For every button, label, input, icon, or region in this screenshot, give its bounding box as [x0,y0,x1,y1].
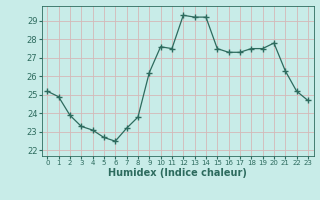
X-axis label: Humidex (Indice chaleur): Humidex (Indice chaleur) [108,168,247,178]
